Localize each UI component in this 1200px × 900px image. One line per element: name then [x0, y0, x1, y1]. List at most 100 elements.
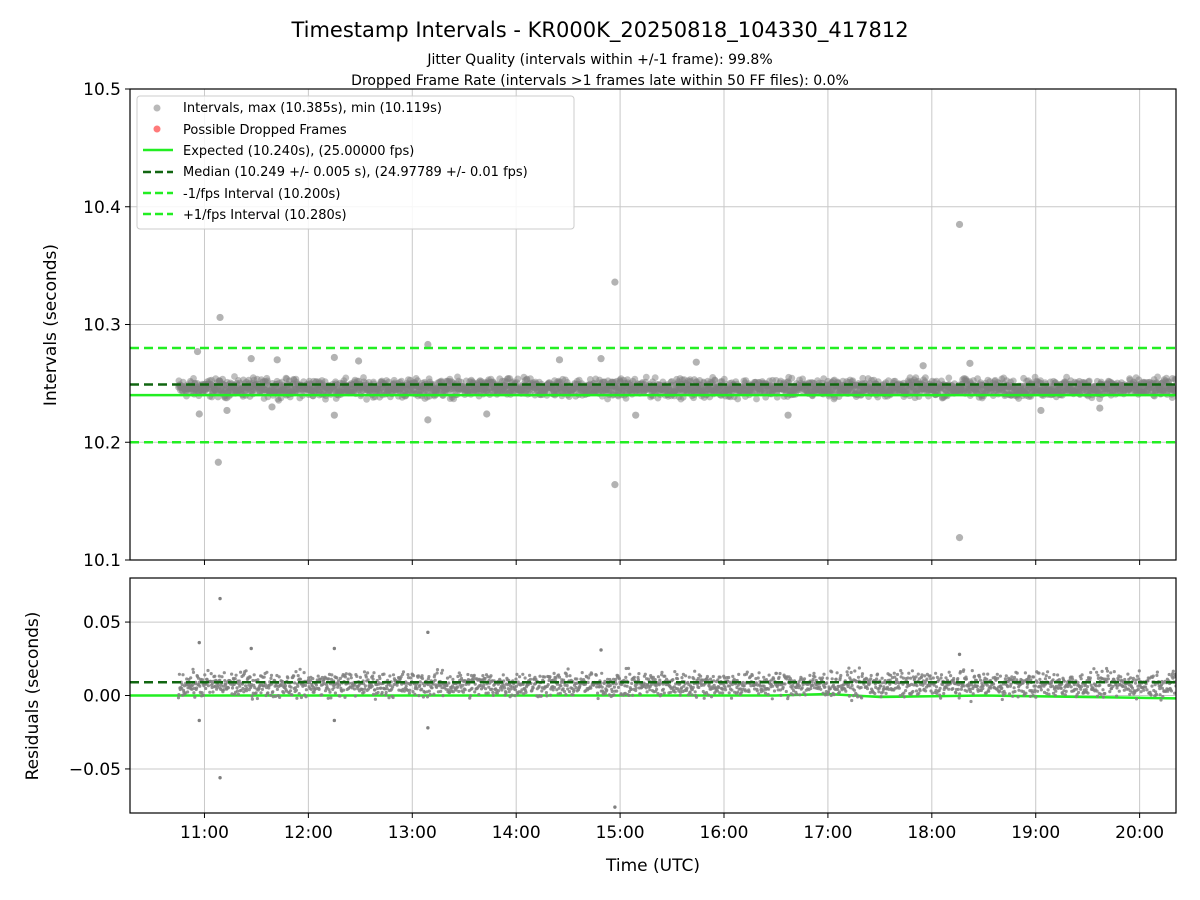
residual-point	[548, 693, 553, 697]
residual-point	[1037, 671, 1041, 675]
residual-point	[1137, 677, 1141, 681]
residual-point	[1101, 695, 1105, 699]
residual-point	[327, 677, 331, 681]
residual-point	[495, 691, 499, 695]
residual-point	[191, 683, 195, 687]
residual-outlier-point	[613, 805, 617, 809]
residual-point	[697, 685, 701, 690]
residual-point	[897, 686, 901, 690]
residual-point	[756, 676, 760, 680]
residual-point	[755, 689, 759, 693]
interval-outlier-point	[268, 403, 276, 411]
residual-point	[1067, 683, 1071, 687]
residual-point	[191, 670, 196, 675]
residual-point	[293, 681, 297, 685]
residual-point	[1151, 674, 1155, 678]
residual-point	[1154, 692, 1159, 697]
residual-point	[1051, 684, 1055, 688]
residual-point	[332, 685, 336, 690]
residual-point	[920, 673, 924, 677]
residual-point	[283, 684, 288, 688]
residual-point	[811, 677, 815, 682]
residual-point	[1033, 684, 1037, 688]
residual-point	[415, 687, 419, 691]
residual-point	[970, 669, 974, 673]
residual-point	[624, 666, 628, 671]
residual-point	[327, 688, 331, 692]
residual-point	[954, 691, 958, 695]
residual-point	[808, 673, 812, 678]
residual-point	[847, 666, 851, 670]
interval-point	[622, 395, 630, 402]
residual-point	[306, 678, 310, 683]
chart-subtitle-jitter: Jitter Quality (intervals within +/-1 fr…	[426, 52, 772, 68]
residual-point	[1109, 671, 1113, 675]
residual-point	[1170, 672, 1174, 676]
residual-point	[220, 675, 224, 679]
residual-point	[440, 668, 445, 672]
residual-point	[1071, 677, 1075, 682]
intervals-panel: 10.110.210.310.410.5 Intervals (seconds)…	[41, 80, 1177, 571]
residual-point	[1025, 685, 1029, 689]
residual-point	[543, 675, 547, 679]
residual-point	[1106, 674, 1110, 678]
residual-point	[255, 696, 259, 701]
interval-point	[859, 374, 867, 382]
residual-point	[981, 686, 985, 691]
residual-point	[811, 683, 815, 687]
residual-point	[659, 692, 663, 697]
residual-point	[1108, 683, 1112, 687]
residual-point	[865, 677, 869, 681]
residual-point	[242, 690, 246, 694]
residual-point	[325, 686, 329, 690]
residual-point	[656, 692, 660, 696]
residual-point	[440, 671, 444, 675]
residual-point	[907, 671, 911, 675]
residual-point	[1173, 672, 1176, 676]
residual-point	[401, 672, 405, 677]
residual-point	[572, 688, 576, 692]
residual-point	[538, 674, 542, 678]
residual-point	[1150, 684, 1154, 688]
residual-point	[630, 681, 634, 686]
residual-point	[718, 691, 722, 695]
residual-point	[684, 674, 688, 678]
residual-point	[278, 695, 282, 700]
residual-outlier-point	[426, 630, 430, 635]
residual-point	[491, 693, 495, 698]
residual-point	[1004, 674, 1008, 678]
residual-point	[1134, 697, 1139, 701]
residual-point	[650, 682, 654, 687]
residual-point	[1076, 690, 1081, 695]
residual-point	[451, 690, 455, 694]
residual-point	[995, 672, 999, 676]
residual-point	[675, 677, 680, 681]
residual-point	[277, 675, 281, 679]
residual-point	[916, 672, 920, 676]
residual-point	[1096, 673, 1100, 677]
residual-point	[568, 674, 572, 678]
residual-point	[521, 682, 525, 687]
residual-point	[565, 674, 569, 678]
residual-point	[1006, 685, 1010, 689]
residual-point	[531, 686, 535, 690]
residual-point	[721, 687, 725, 691]
residual-point	[456, 674, 460, 679]
residual-point	[1032, 675, 1036, 679]
residual-point	[967, 684, 971, 688]
residual-point	[336, 685, 340, 689]
residual-point	[402, 689, 406, 693]
residual-point	[559, 684, 563, 688]
residual-point	[490, 687, 494, 691]
residual-point	[1135, 674, 1139, 678]
residual-point	[980, 681, 984, 685]
residual-point	[800, 686, 804, 690]
residual-point	[835, 671, 839, 675]
residual-point	[1131, 676, 1135, 681]
residual-point	[1084, 688, 1088, 692]
residual-point	[730, 682, 735, 687]
residual-point	[252, 673, 256, 677]
residual-point	[430, 686, 434, 690]
residual-point	[1011, 694, 1015, 698]
